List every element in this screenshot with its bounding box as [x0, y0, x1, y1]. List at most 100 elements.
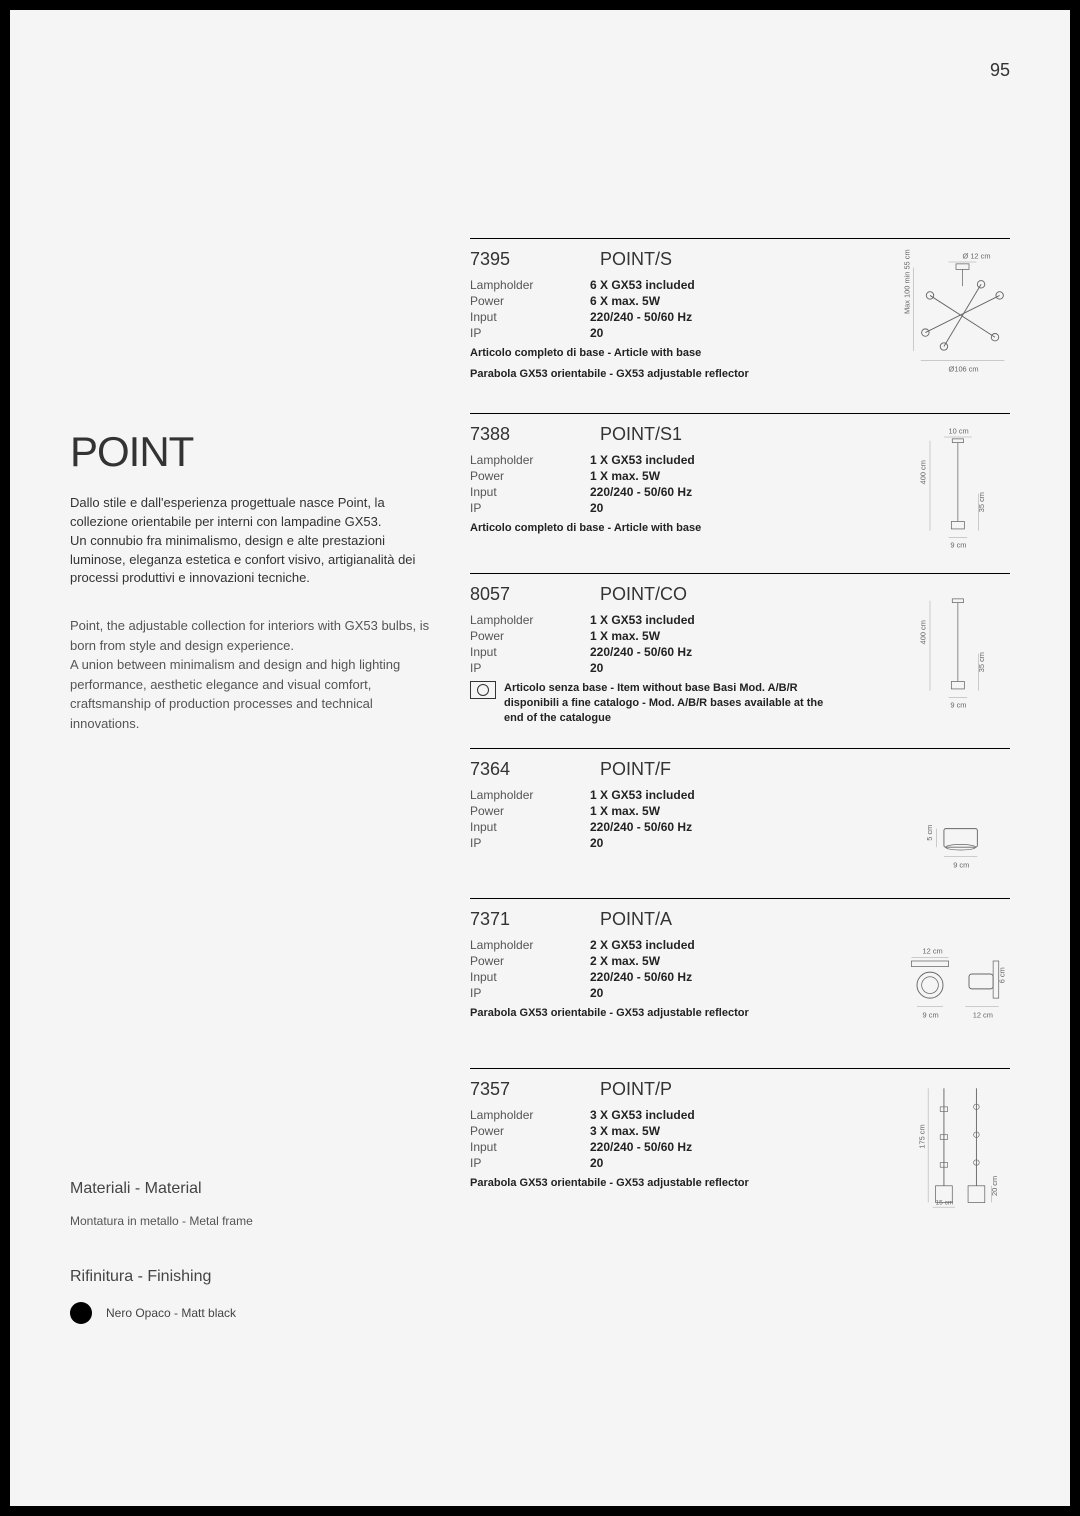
product-note: Articolo completo di base - Article with… — [470, 521, 810, 536]
spec-value: 220/240 - 50/60 Hz — [590, 1140, 692, 1154]
product-name: POINT/F — [600, 759, 671, 780]
svg-text:9 cm: 9 cm — [923, 1011, 939, 1020]
svg-text:15 cm: 15 cm — [936, 1199, 954, 1206]
product-code: 7388 — [470, 424, 590, 445]
spec-label: Power — [470, 294, 590, 308]
product-diagram: 5 cm 9 cm — [850, 759, 1010, 889]
product-diagram: 12 cm 9 cm 6 cm 12 cm — [850, 909, 1010, 1039]
svg-text:Ø106 cm: Ø106 cm — [949, 365, 979, 374]
spec-value: 220/240 - 50/60 Hz — [590, 970, 692, 984]
svg-text:Max 100 min 55 cm: Max 100 min 55 cm — [903, 249, 912, 314]
spec-value: 20 — [590, 661, 603, 675]
spec-label: Input — [470, 485, 590, 499]
spec-value: 20 — [590, 1156, 603, 1170]
swatch-black — [70, 1302, 92, 1324]
product-note: Articolo completo di base - Article with… — [470, 346, 810, 361]
spec-value: 3 X GX53 included — [590, 1108, 695, 1122]
product-name: POINT/S — [600, 249, 672, 270]
product-diagram: Ø 12 cm Max 100 min 55 cm Ø106 cm — [850, 249, 1010, 379]
collection-title: POINT — [70, 428, 430, 476]
spec-label: Input — [470, 820, 590, 834]
base-icon — [470, 681, 496, 699]
svg-text:12 cm: 12 cm — [923, 947, 943, 956]
spec-label: Input — [470, 645, 590, 659]
finishing-heading: Rifinitura - Finishing — [70, 1268, 430, 1286]
description-english: Point, the adjustable collection for int… — [70, 616, 430, 733]
left-column: POINT Dallo stile e dall'esperienza prog… — [70, 428, 430, 733]
product-code: 7371 — [470, 909, 590, 930]
materials-section: Materiali - Material Montatura in metall… — [70, 1180, 430, 1324]
spec-value: 6 X GX53 included — [590, 278, 695, 292]
description-italian: Dallo stile e dall'esperienza progettual… — [70, 494, 430, 588]
swatch-row: Nero Opaco - Matt black — [70, 1302, 430, 1324]
product-code: 7364 — [470, 759, 590, 780]
svg-text:9 cm: 9 cm — [950, 541, 966, 550]
spec-label: Lampholder — [470, 278, 590, 292]
spec-label: IP — [470, 1156, 590, 1170]
spec-value: 220/240 - 50/60 Hz — [590, 485, 692, 499]
spec-value: 6 X max. 5W — [590, 294, 660, 308]
spec-value: 1 X max. 5W — [590, 804, 660, 818]
product-block: 7371 POINT/A Lampholder2 X GX53 included… — [470, 898, 1010, 1068]
spec-value: 220/240 - 50/60 Hz — [590, 645, 692, 659]
spec-value: 20 — [590, 501, 603, 515]
spec-value: 2 X GX53 included — [590, 938, 695, 952]
svg-text:400 cm: 400 cm — [918, 620, 927, 644]
product-name: POINT/P — [600, 1079, 672, 1100]
svg-text:10 cm: 10 cm — [949, 426, 969, 435]
svg-text:9 cm: 9 cm — [950, 701, 966, 710]
product-block: 7357 POINT/P Lampholder3 X GX53 included… — [470, 1068, 1010, 1258]
svg-text:9 cm: 9 cm — [953, 861, 969, 870]
page-number: 95 — [990, 60, 1010, 81]
product-block: 7364 POINT/F Lampholder1 X GX53 included… — [470, 748, 1010, 898]
svg-text:400 cm: 400 cm — [918, 460, 927, 484]
svg-text:6 cm: 6 cm — [997, 967, 1006, 983]
spec-label: Lampholder — [470, 938, 590, 952]
spec-label: Input — [470, 1140, 590, 1154]
product-diagram: 400 cm 35 cm 9 cm — [850, 584, 1010, 714]
spec-value: 20 — [590, 326, 603, 340]
product-block: 7395 POINT/S Lampholder6 X GX53 included… — [470, 238, 1010, 413]
product-name: POINT/CO — [600, 584, 687, 605]
spec-label: Power — [470, 1124, 590, 1138]
product-block: 8057 POINT/CO Lampholder1 X GX53 include… — [470, 573, 1010, 748]
spec-value: 3 X max. 5W — [590, 1124, 660, 1138]
materials-heading: Materiali - Material — [70, 1180, 430, 1198]
spec-value: 1 X max. 5W — [590, 629, 660, 643]
spec-label: IP — [470, 501, 590, 515]
swatch-label: Nero Opaco - Matt black — [106, 1306, 236, 1320]
spec-label: Input — [470, 310, 590, 324]
product-note-with-icon: Articolo senza base - Item without base … — [470, 681, 830, 726]
spec-label: Power — [470, 954, 590, 968]
spec-label: IP — [470, 836, 590, 850]
spec-label: Lampholder — [470, 453, 590, 467]
svg-text:12 cm: 12 cm — [973, 1011, 993, 1020]
product-name: POINT/A — [600, 909, 672, 930]
svg-text:5 cm: 5 cm — [925, 825, 934, 841]
spec-value: 1 X max. 5W — [590, 469, 660, 483]
spec-value: 1 X GX53 included — [590, 453, 695, 467]
products-column: 7395 POINT/S Lampholder6 X GX53 included… — [470, 238, 1010, 1258]
finishing-section: Rifinitura - Finishing Nero Opaco - Matt… — [70, 1268, 430, 1324]
materials-text: Montatura in metallo - Metal frame — [70, 1214, 430, 1228]
product-diagram: 10 cm 400 cm 35 cm 9 cm — [850, 424, 1010, 554]
spec-label: Power — [470, 629, 590, 643]
product-note: Parabola GX53 orientabile - GX53 adjusta… — [470, 1006, 810, 1021]
product-note: Parabola GX53 orientabile - GX53 adjusta… — [470, 1176, 810, 1191]
spec-value: 220/240 - 50/60 Hz — [590, 820, 692, 834]
product-name: POINT/S1 — [600, 424, 682, 445]
catalog-page: 95 POINT Dallo stile e dall'esperienza p… — [10, 10, 1070, 1506]
spec-label: Lampholder — [470, 613, 590, 627]
spec-label: IP — [470, 661, 590, 675]
product-note: Parabola GX53 orientabile - GX53 adjusta… — [470, 367, 810, 382]
product-diagram: 175 cm 20 cm 15 cm — [850, 1079, 1010, 1209]
spec-label: IP — [470, 326, 590, 340]
spec-label: Input — [470, 970, 590, 984]
spec-value: 220/240 - 50/60 Hz — [590, 310, 692, 324]
spec-value: 1 X GX53 included — [590, 788, 695, 802]
product-code: 7357 — [470, 1079, 590, 1100]
product-block: 7388 POINT/S1 Lampholder1 X GX53 include… — [470, 413, 1010, 573]
spec-label: Power — [470, 804, 590, 818]
product-code: 7395 — [470, 249, 590, 270]
spec-label: Power — [470, 469, 590, 483]
